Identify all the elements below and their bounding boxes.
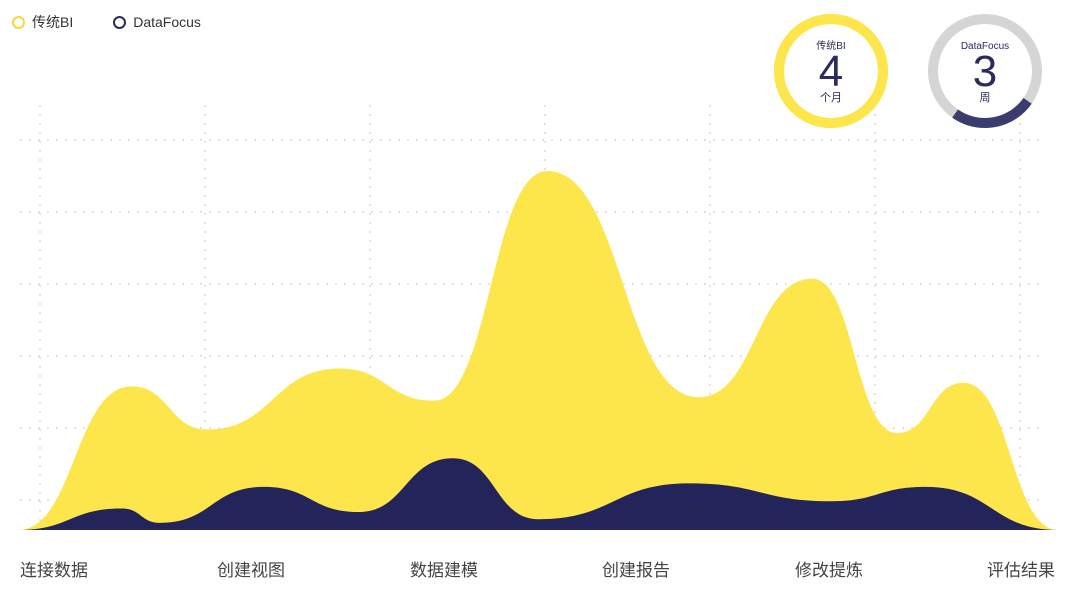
x-tick-label: 评估结果 <box>987 561 1055 580</box>
x-tick-label: 修改提炼 <box>795 561 863 580</box>
x-tick-label: 创建报告 <box>602 561 670 580</box>
x-tick-label: 数据建模 <box>410 561 478 580</box>
gauge-datafocus: DataFocus 3 周 <box>926 12 1044 130</box>
gauge-label: DataFocus <box>960 41 1010 52</box>
gauge-unit: 个月 <box>820 92 842 104</box>
gauge-unit: 周 <box>979 92 991 104</box>
gauge-value: 4 <box>818 47 844 96</box>
gauge-traditional: 传统BI 4 个月 <box>772 12 890 130</box>
legend-label: DataFocus <box>133 14 201 30</box>
x-tick-label: 连接数据 <box>20 561 88 580</box>
area-series-traditional <box>18 171 1058 530</box>
legend-label: 传统BI <box>32 14 74 30</box>
area-series-datafocus <box>18 458 1058 530</box>
x-tick-label: 创建视图 <box>217 561 285 580</box>
gauge-ring <box>928 14 1042 128</box>
legend-circle-icon <box>12 15 25 29</box>
legend-item-datafocus[interactable]: DataFocus <box>113 12 201 32</box>
legend-circle-icon <box>113 15 127 29</box>
gauge-label: 传统BI <box>816 41 846 52</box>
chart-areas <box>18 171 1058 530</box>
gauge-value: 3 <box>972 47 998 96</box>
legend-item-traditional[interactable]: 传统BI <box>12 12 73 32</box>
chart-legend: 传统BI DataFocus <box>12 12 201 32</box>
gauge-ring <box>774 14 888 128</box>
